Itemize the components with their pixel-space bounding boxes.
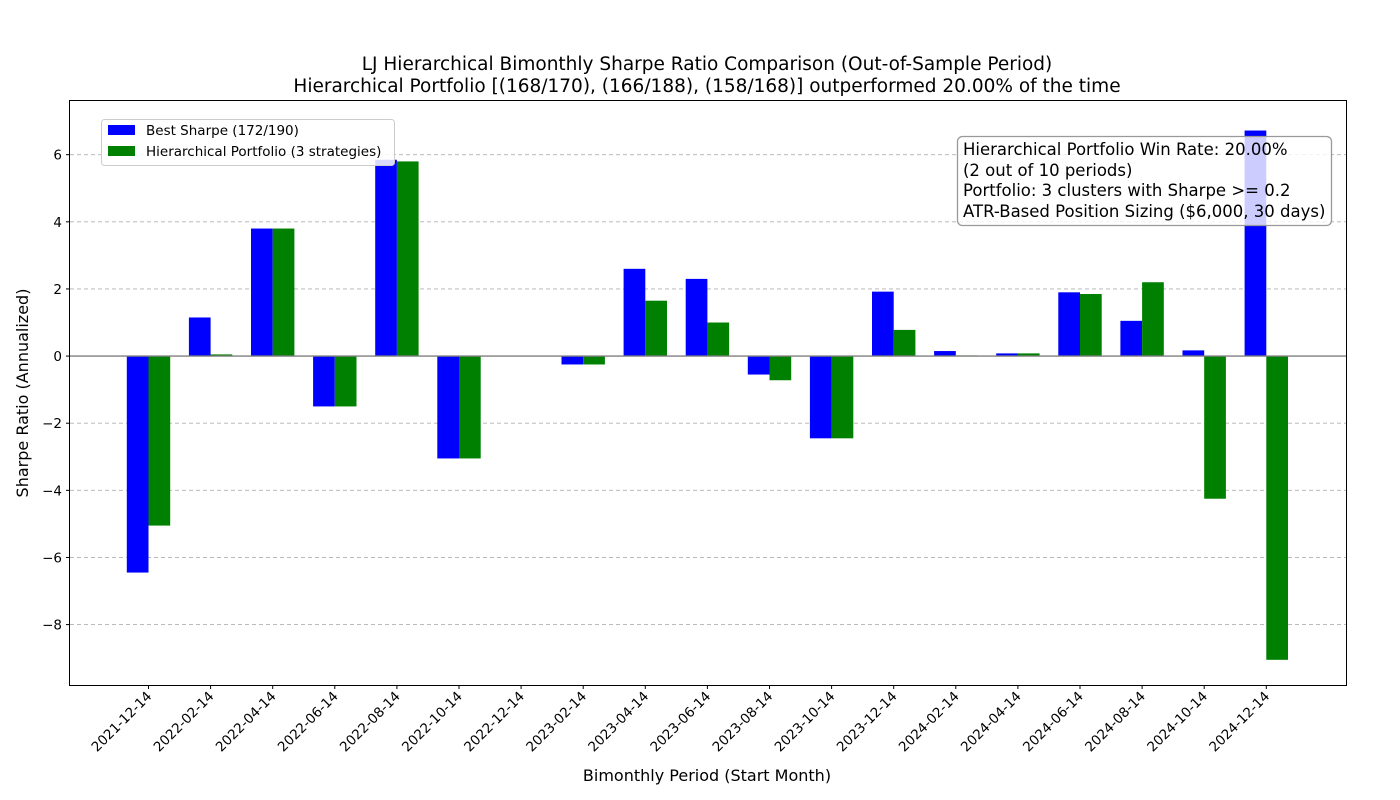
- x-tick-label: 2023-12-14: [834, 689, 901, 756]
- x-tick-label: 2022-06-14: [275, 689, 342, 756]
- bar-best-sharpe: [1058, 292, 1080, 357]
- bar-best-sharpe: [1120, 320, 1143, 357]
- chart-title: LJ Hierarchical Bimonthly Sharpe Ratio C…: [362, 54, 1053, 75]
- stats-line-periods: (2 out of 10 periods): [963, 161, 1132, 180]
- x-tick-label: 2022-08-14: [337, 689, 404, 756]
- bar-hierarchical: [1080, 293, 1102, 357]
- x-tick-label: 2022-02-14: [151, 689, 218, 756]
- x-tick-label: 2024-06-14: [1020, 689, 1087, 756]
- y-tick-label: 4: [53, 215, 62, 231]
- x-axis-ticks: 2021-12-142022-02-142022-04-142022-06-14…: [89, 685, 1273, 756]
- x-tick-label: 2024-08-14: [1082, 689, 1149, 756]
- bar-best-sharpe: [623, 268, 646, 357]
- bar-best-sharpe: [313, 356, 335, 407]
- bar-hierarchical: [1204, 356, 1226, 499]
- bar-best-sharpe: [188, 317, 211, 357]
- bar-hierarchical: [272, 228, 295, 357]
- bar-hierarchical: [769, 356, 792, 381]
- y-axis-ticks: −8 −6 −4 −2 0 2 4 6: [42, 148, 70, 634]
- bar-hierarchical: [334, 356, 357, 407]
- legend: Best Sharpe (172/190) Hierarchical Portf…: [101, 119, 395, 166]
- bar-best-sharpe: [872, 291, 894, 357]
- y-axis-label: Sharpe Ratio (Annualized): [13, 289, 32, 498]
- x-tick-label: 2023-04-14: [585, 689, 652, 756]
- bar-hierarchical: [459, 356, 481, 459]
- bar-best-sharpe: [685, 278, 708, 357]
- bar-best-sharpe: [437, 356, 459, 459]
- bar-best-sharpe: [809, 356, 832, 439]
- x-tick-label: 2021-12-14: [89, 689, 156, 756]
- x-tick-label: 2022-12-14: [461, 689, 528, 756]
- plot-frame: [69, 100, 1347, 686]
- x-tick-label: 2024-04-14: [958, 689, 1025, 756]
- chart-subtitle: Hierarchical Portfolio [(168/170), (166/…: [293, 76, 1120, 97]
- bar-best-sharpe: [934, 351, 956, 357]
- bar-hierarchical: [831, 356, 854, 439]
- legend-swatch-hierarchical: [108, 146, 135, 156]
- stats-annotation: Hierarchical Portfolio Win Rate: 20.00% …: [956, 135, 1333, 227]
- bar-hierarchical: [396, 161, 419, 357]
- bar-best-sharpe: [126, 356, 149, 573]
- y-tick-label: −4: [42, 483, 62, 499]
- legend-box: [101, 119, 395, 166]
- bar-best-sharpe: [561, 356, 584, 365]
- y-tick-label: 2: [53, 282, 62, 298]
- y-tick-label: 0: [53, 349, 62, 365]
- stats-line-clusters: Portfolio: 3 clusters with Sharpe >= 0.2: [963, 181, 1290, 200]
- bar-best-sharpe: [1182, 350, 1205, 357]
- y-tick-label: −6: [42, 550, 62, 566]
- legend-swatch-best-sharpe: [108, 125, 135, 135]
- bar-hierarchical: [210, 354, 233, 357]
- legend-label-best-sharpe: Best Sharpe (172/190): [146, 123, 299, 139]
- y-tick-label: −2: [42, 416, 62, 432]
- y-tick-label: 6: [53, 148, 62, 164]
- bar-hierarchical: [893, 329, 916, 357]
- x-tick-label: 2024-10-14: [1144, 689, 1211, 756]
- x-tick-label: 2023-08-14: [710, 689, 777, 756]
- x-axis-label: Bimonthly Period (Start Month): [583, 766, 831, 785]
- stats-box: [956, 135, 1333, 227]
- y-tick-label: −8: [42, 618, 62, 634]
- stats-line-sizing: ATR-Based Position Sizing ($6,000, 30 da…: [963, 202, 1325, 221]
- bar-best-sharpe: [375, 159, 397, 357]
- x-tick-label: 2023-10-14: [772, 689, 839, 756]
- x-tick-label: 2023-02-14: [523, 689, 590, 756]
- bar-hierarchical: [1266, 356, 1288, 660]
- bar-hierarchical: [1017, 353, 1040, 357]
- x-tick-label: 2024-12-14: [1206, 689, 1273, 756]
- bar-best-sharpe: [251, 228, 273, 357]
- bar-hierarchical: [583, 356, 605, 365]
- legend-label-hierarchical: Hierarchical Portfolio (3 strategies): [146, 144, 381, 160]
- bar-hierarchical: [645, 300, 667, 357]
- bar-best-sharpe: [996, 353, 1018, 357]
- bar-hierarchical: [707, 322, 730, 357]
- x-tick-label: 2023-06-14: [647, 689, 714, 756]
- bar-best-sharpe: [747, 356, 770, 375]
- stats-line-win-rate: Hierarchical Portfolio Win Rate: 20.00%: [963, 140, 1288, 159]
- x-tick-label: 2022-10-14: [399, 689, 466, 756]
- x-tick-label: 2022-04-14: [213, 689, 280, 756]
- bar-hierarchical: [1142, 282, 1164, 357]
- x-tick-label: 2024-02-14: [896, 689, 963, 756]
- bar-hierarchical: [148, 356, 171, 526]
